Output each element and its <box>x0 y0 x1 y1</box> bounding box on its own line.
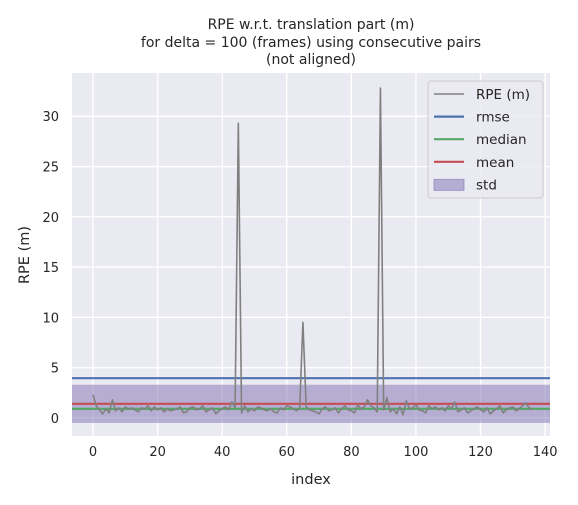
chart-title: RPE w.r.t. translation part (m) for delt… <box>141 17 481 68</box>
x-tick-labels: 0 20 40 60 80 100 120 140 <box>89 445 558 460</box>
legend-label-rmse: rmse <box>476 110 510 126</box>
y-tick-label: 30 <box>42 110 59 125</box>
x-tick-label: 0 <box>89 445 97 460</box>
y-tick-label: 15 <box>42 261 59 276</box>
legend-label-std: std <box>476 177 497 193</box>
x-tick-label: 40 <box>214 445 231 460</box>
x-tick-label: 120 <box>468 445 493 460</box>
y-tick-label: 25 <box>42 161 59 176</box>
legend-label-mean: mean <box>476 155 514 171</box>
y-tick-label: 20 <box>42 211 59 226</box>
x-tick-label: 20 <box>149 445 166 460</box>
y-tick-label: 10 <box>42 311 59 326</box>
x-tick-label: 60 <box>279 445 296 460</box>
rpe-line <box>92 87 533 416</box>
legend-label-median: median <box>476 132 527 148</box>
title-line-2: for delta = 100 (frames) using consecuti… <box>141 35 481 51</box>
rpe-series <box>92 87 533 416</box>
y-tick-label: 0 <box>51 412 59 427</box>
legend-label-RPE (m): RPE (m) <box>476 87 530 103</box>
legend-box <box>427 80 544 199</box>
legend: RPE (m) rmse median mean std <box>427 80 544 199</box>
y-tick-labels: 0 5 10 15 20 25 30 <box>42 110 59 427</box>
legend-swatch-std <box>433 178 465 191</box>
x-tick-label: 140 <box>533 445 558 460</box>
stat-lines <box>72 377 550 410</box>
x-tick-label: 80 <box>343 445 360 460</box>
title-line-1: RPE w.r.t. translation part (m) <box>208 17 415 33</box>
y-tick-label: 5 <box>51 362 59 377</box>
title-line-3: (not aligned) <box>266 52 356 68</box>
x-tick-label: 100 <box>404 445 429 460</box>
x-axis-label: index <box>291 472 331 488</box>
y-axis-label: RPE (m) <box>17 226 33 284</box>
